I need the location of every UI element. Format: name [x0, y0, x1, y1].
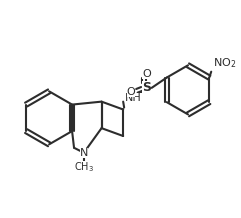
- Text: S: S: [142, 81, 151, 94]
- Text: N: N: [80, 148, 88, 158]
- Text: CH$_3$: CH$_3$: [74, 160, 94, 174]
- Text: NO$_2$: NO$_2$: [213, 56, 236, 70]
- Text: O: O: [127, 87, 135, 97]
- Text: O: O: [142, 69, 151, 79]
- Text: NH: NH: [125, 93, 142, 103]
